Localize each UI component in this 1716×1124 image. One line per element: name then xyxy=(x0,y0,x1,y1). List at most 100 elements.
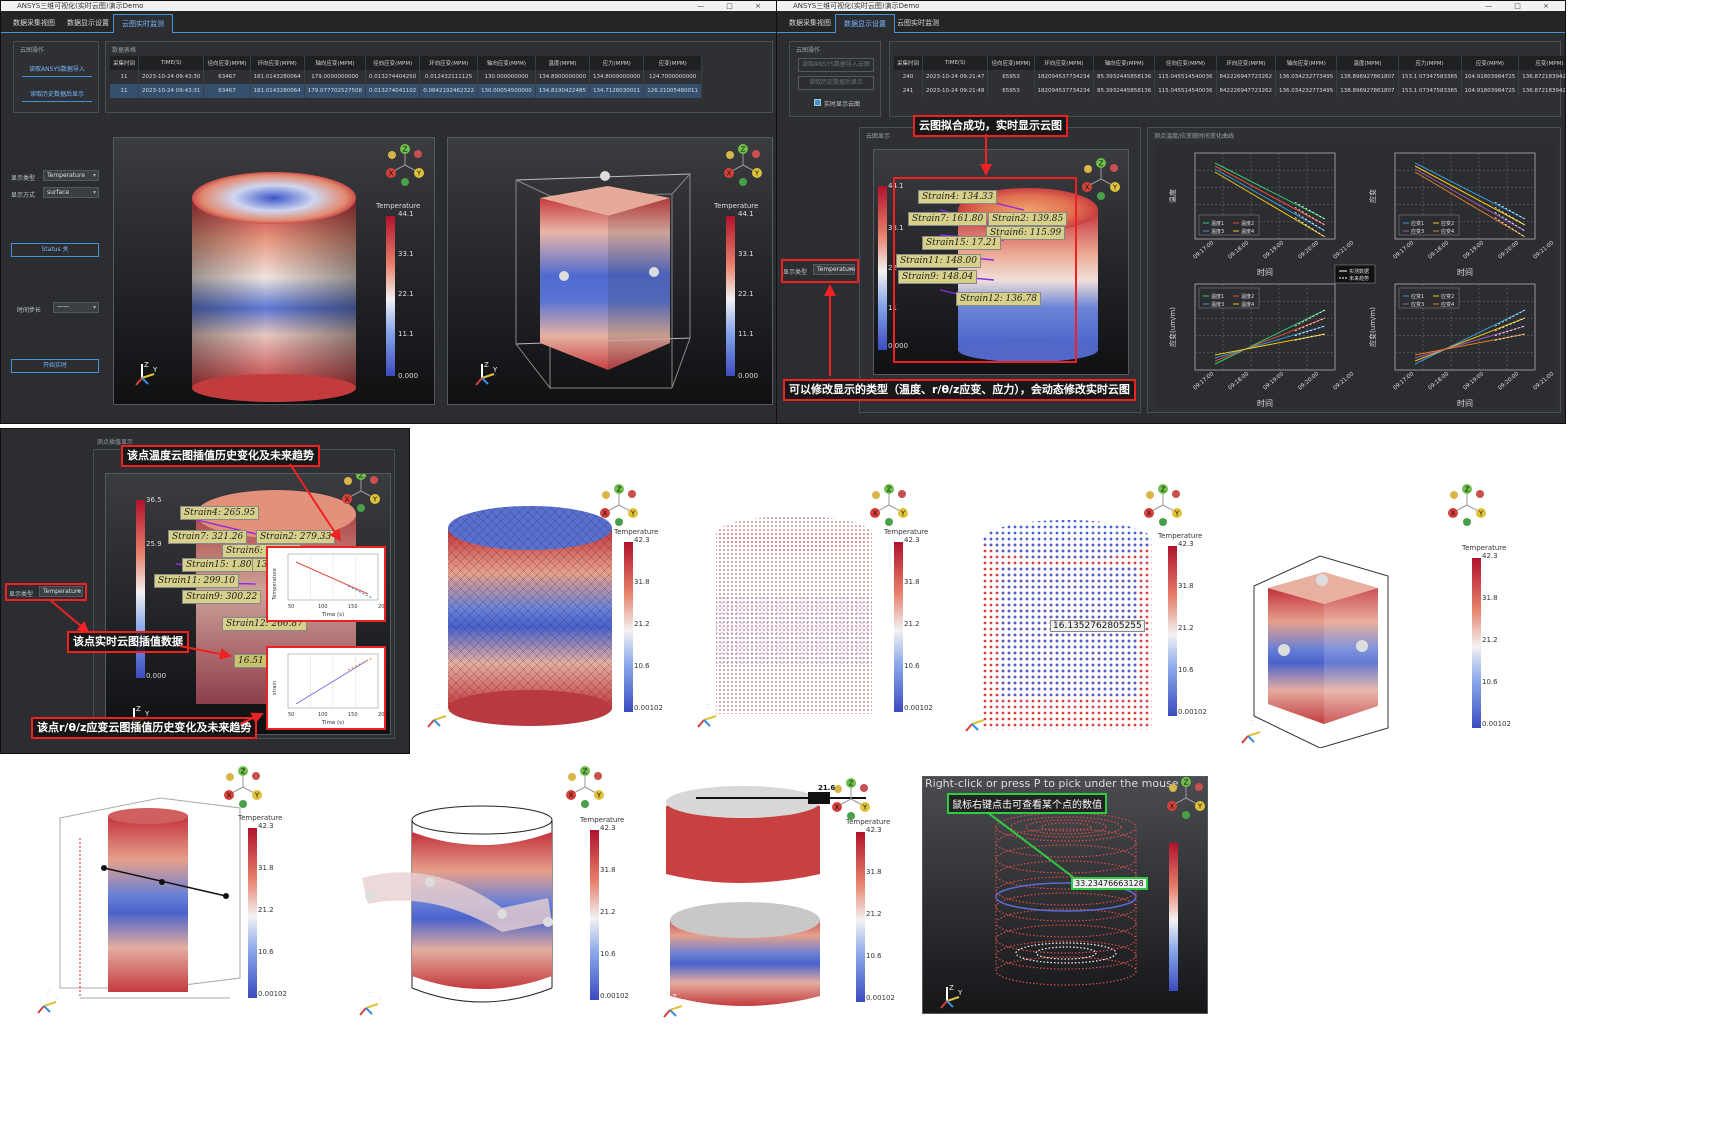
render-variant[interactable]: Temperature 42.3 31.8 21.2 10.6 0.00102 … xyxy=(958,476,1230,736)
import-ansys-button[interactable]: 读取ANSYS数据导入 xyxy=(22,64,92,77)
table-row[interactable]: 11 2023-10-24 09:43:31 63467 181.0143280064… xyxy=(110,84,703,98)
tab-display-settings[interactable]: 数据显示设置 xyxy=(67,19,109,27)
trend-line xyxy=(1414,309,1526,365)
window-controls[interactable]: — □ × xyxy=(697,2,771,10)
annot-strain-trend: 该点r/θ/z应变云图插值历史变化及未来趋势 xyxy=(31,717,258,739)
table-header[interactable]: 环向应变(MPM) xyxy=(1216,56,1277,70)
render-variant[interactable]: Temperature 42.3 31.8 21.2 10.6 0.00102 … xyxy=(1234,476,1534,748)
table-row[interactable]: 240 2023-10-24 09:21:47 65953 1820945377342… xyxy=(894,70,1565,84)
table-header[interactable]: 环向应变(MPM) xyxy=(1034,56,1095,70)
table-header[interactable]: 轴向应变(MPM) xyxy=(1093,56,1156,70)
table-cell: 136.034232773495 xyxy=(1275,84,1338,98)
update-select[interactable]: 一一 xyxy=(53,302,99,313)
tab-realtime-monitor[interactable]: 云图实时监测 xyxy=(897,19,939,27)
window-title: ANSYS三维可视化(实时云图)演示Demo xyxy=(793,2,920,10)
display-type-select[interactable]: Temperature xyxy=(813,264,855,275)
pick-value-tag: 16.1352762805255 xyxy=(1050,620,1145,632)
x-tick: 50 xyxy=(288,604,294,610)
orientation-widget[interactable]: Z X Y xyxy=(1163,777,1207,823)
realtime-checkbox[interactable] xyxy=(814,99,821,106)
table-header[interactable]: 径向应变(MPM) xyxy=(203,56,251,70)
x-axis-label: 时间 xyxy=(1457,267,1473,277)
table-header[interactable]: TIME(S) xyxy=(922,56,989,70)
tab-realtime-monitor[interactable]: 云图实时监测 xyxy=(113,14,173,33)
viewport-strain[interactable]: 44.1 33.1 22 11 0.000 Strain4: 134.33 St… xyxy=(873,149,1129,375)
load-history-button[interactable]: 读取历史数据后显示 xyxy=(22,89,92,102)
table-header[interactable]: 应变(MPM) xyxy=(643,56,703,70)
legend-entry: 应变1 xyxy=(1411,293,1424,300)
viewport-cylinder[interactable]: Temperature 44.1 33.1 22.1 11.1 0.000 Z … xyxy=(113,137,435,405)
colorbar xyxy=(248,828,257,998)
surface-select[interactable]: surface xyxy=(43,187,99,198)
table-header[interactable]: 轴向应变(MPM) xyxy=(304,56,367,70)
orient-label: X xyxy=(569,792,574,800)
table-header[interactable]: 环向应变(MPM) xyxy=(419,56,479,70)
render-variant[interactable]: Temperature 42.3 31.8 21.2 10.6 0.00102 … xyxy=(656,770,918,1022)
colorbar-tick: 0.000 xyxy=(888,342,909,350)
load-history-button[interactable]: 读取历史数据后显示 xyxy=(798,76,874,90)
status-button[interactable]: Status 关 xyxy=(11,243,99,257)
table-cell: 104.91803984725 xyxy=(1461,84,1520,98)
orientation-widget[interactable]: Z X Y xyxy=(1140,482,1186,530)
data-table[interactable]: 采集时间 TIME(S) 径向应变(MPM) 环向应变(MPM) 轴向应变(MPM) 径向… xyxy=(110,56,703,98)
colorbar-tick: 42.3 xyxy=(1482,552,1498,560)
table-header[interactable]: 应力(MPM) xyxy=(1398,56,1462,70)
render-variant[interactable]: Temperature 42.3 31.8 21.2 10.6 0.00102 … xyxy=(420,476,686,732)
orientation-widget[interactable]: Z X Y xyxy=(1078,156,1124,204)
orientation-widget[interactable]: Z X Y xyxy=(828,776,874,824)
display-type-select[interactable]: Temperature xyxy=(43,170,99,181)
table-header[interactable]: 轴向应变(MPM) xyxy=(1275,56,1338,70)
pick-hint: Right-click or press P to pick under the… xyxy=(925,777,1179,790)
window-controls[interactable]: — □ × xyxy=(1485,2,1559,10)
orientation-widget[interactable]: Z X Y xyxy=(866,482,912,530)
table-header[interactable]: 轴向应变(MPM) xyxy=(477,56,536,70)
render-variant[interactable]: Temperature 42.3 31.8 21.2 10.6 0.00102 … xyxy=(352,758,652,1020)
annot-display-type: 可以修改显示的类型（温度、r/θ/z应变、应力），会动态修改实时云图 xyxy=(783,379,1136,401)
viewport-clipped[interactable]: Temperature 44.1 33.1 22.1 11.1 0.000 Z … xyxy=(447,137,773,405)
tab-data-view[interactable]: 数据采集视图 xyxy=(13,19,55,27)
strain-tag: Strain11: 299.10 xyxy=(154,574,239,588)
tab-data-view[interactable]: 数据采集视图 xyxy=(789,19,831,27)
table-header[interactable]: 应变(MPM) xyxy=(1461,56,1520,70)
table-header[interactable]: 径向应变(MPM) xyxy=(1154,56,1217,70)
orient-label: Z xyxy=(436,703,441,711)
orientation-widget[interactable]: Z X Y xyxy=(596,482,642,530)
orientation-widget[interactable]: Z X Y xyxy=(338,474,384,516)
table-row[interactable]: 241 2023-10-24 09:21:48 65953 1820945377342… xyxy=(894,84,1565,98)
orient-label: Z xyxy=(949,984,954,992)
table-cell: 240 xyxy=(894,70,924,84)
table-header[interactable]: 径向应变(MPM) xyxy=(365,56,421,70)
viewport-pick[interactable]: Right-click or press P to pick under the… xyxy=(922,776,1208,1014)
table-header[interactable]: 应力(MPM) xyxy=(589,56,645,70)
trend-forecast xyxy=(1494,206,1526,226)
colorbar-tick: 10.6 xyxy=(634,662,650,670)
legend-entry: 应变2 xyxy=(1441,293,1454,300)
orientation-widget[interactable]: Z X Y xyxy=(720,142,766,190)
display-type-select[interactable]: Temperature xyxy=(39,586,83,597)
orient-label: Y xyxy=(900,510,906,518)
orientation-widget[interactable]: Z X Y xyxy=(1444,482,1490,530)
colorbar-title: Temperature xyxy=(238,814,283,822)
orientation-widget[interactable]: Z X Y xyxy=(562,764,608,812)
colorbar-title: Temperature xyxy=(884,528,929,536)
viewport-probe[interactable]: 36.5 25.9 0.000 Strain4: 265.95 Strain7:… xyxy=(105,473,391,735)
table-row[interactable]: 11 2023-10-24 09:43:30 63467 181.0143280064… xyxy=(110,70,703,84)
start-realtime-button[interactable]: 开始实时 xyxy=(11,359,99,373)
orientation-widget[interactable]: Z X Y xyxy=(382,142,428,190)
render-variant[interactable]: Temperature 42.3 31.8 21.2 10.6 0.00102 … xyxy=(30,758,310,1018)
orientation-widget[interactable]: Z X Y xyxy=(220,764,266,812)
table-header[interactable]: 采集时间 xyxy=(110,56,140,70)
table-header[interactable]: 应变(MPM) xyxy=(1518,56,1565,70)
table-cell: 134.8009000000 xyxy=(589,70,645,84)
table-header[interactable]: 径向应变(MPM) xyxy=(987,56,1035,70)
table-header[interactable]: 采集时间 xyxy=(894,56,924,70)
table-header[interactable]: TIME(S) xyxy=(138,56,205,70)
render-variant[interactable]: Temperature 42.3 31.8 21.2 10.6 0.00102 … xyxy=(690,476,956,732)
data-table[interactable]: 采集时间 TIME(S) 径向应变(MPM) 环向应变(MPM) 轴向应变(MPM) 径向… xyxy=(894,56,1565,98)
table-header[interactable]: 温度(MPM) xyxy=(1336,56,1399,70)
import-ansys-button[interactable]: 读取ANSYS数据导入云图 xyxy=(798,58,874,72)
table-header[interactable]: 温度(MPM) xyxy=(535,56,591,70)
table-header[interactable]: 环向应变(MPM) xyxy=(250,56,305,70)
tab-display-settings[interactable]: 数据显示设置 xyxy=(835,14,895,33)
